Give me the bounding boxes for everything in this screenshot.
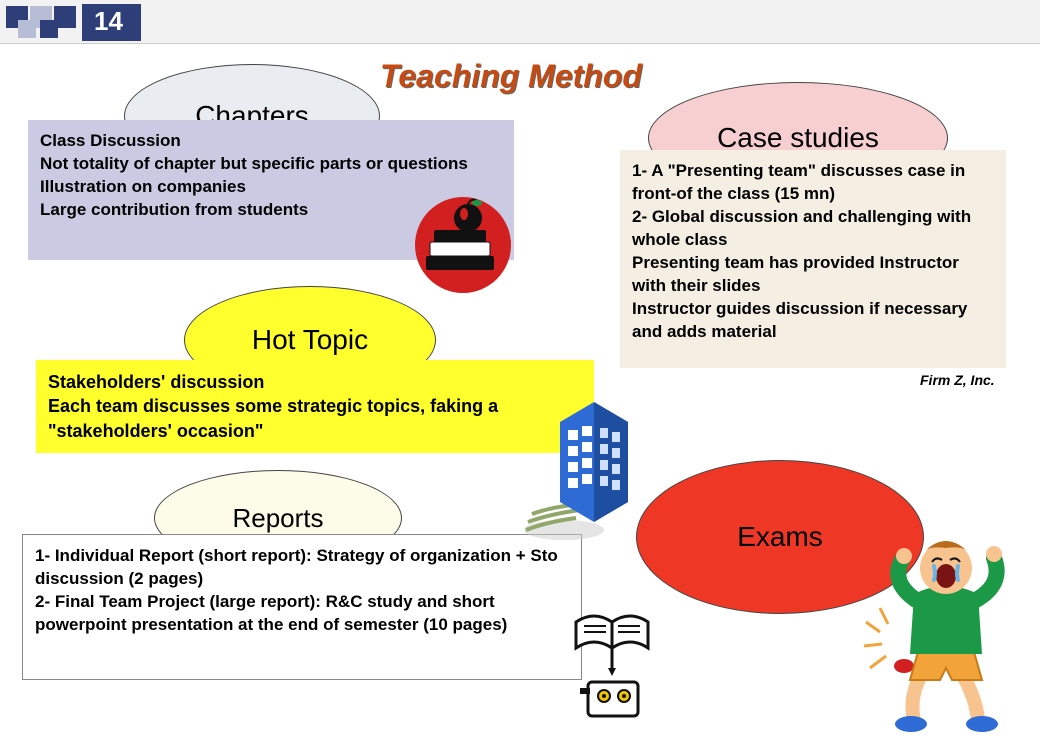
logo-square [18,20,36,38]
case-text: 1- A "Presenting team" discusses case in… [632,161,971,341]
hot-label: Hot Topic [252,324,368,356]
case-studies-textbox: 1- A "Presenting team" discusses case in… [620,150,1006,368]
books-apple-icon [408,190,518,305]
footer-firm: Firm Z, Inc. [920,372,995,388]
hot-text: Stakeholders' discussion Each team discu… [48,372,498,441]
reports-label: Reports [232,503,323,534]
header-logo-squares [6,6,74,40]
building-icon [522,398,642,553]
hot-topic-textbox: Stakeholders' discussion Each team discu… [36,360,594,453]
reports-textbox: 1- Individual Report (short report): Str… [22,534,582,680]
crying-kid-icon [862,534,1032,739]
open-book-icon [570,604,660,729]
header-bar: 14 [0,0,1040,44]
exams-label: Exams [737,521,823,553]
slide-title: Teaching Method [380,58,642,95]
reports-text: 1- Individual Report (short report): Str… [35,546,558,634]
logo-square [40,20,58,38]
chapters-text: Class Discussion Not totality of chapter… [40,131,468,219]
slide-number: 14 [82,4,141,41]
